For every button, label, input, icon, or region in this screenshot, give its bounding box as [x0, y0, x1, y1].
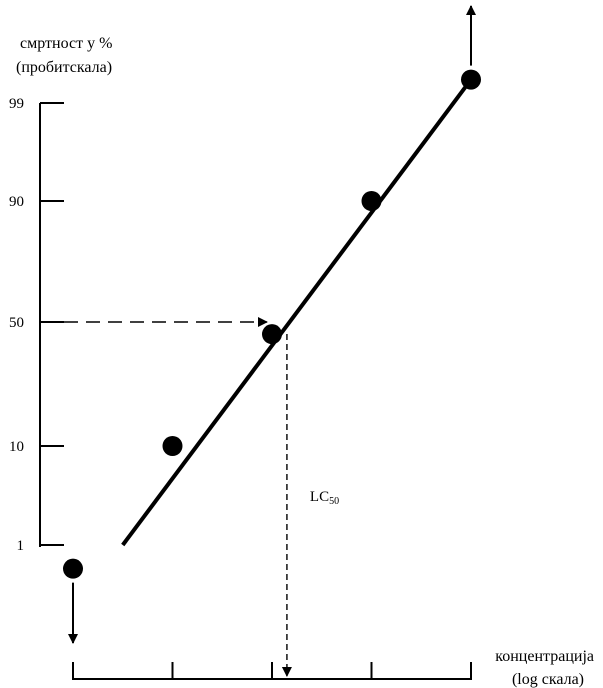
x-ticks	[72, 662, 472, 680]
lc50-label-subscript: 50	[329, 496, 339, 507]
data-point	[461, 69, 481, 90]
fit-line	[121, 78, 473, 547]
lc50-label-main: LC	[310, 489, 329, 505]
y-axis-label-line-2: (пробитскала)	[16, 59, 112, 76]
data-point	[262, 324, 282, 345]
y-tick-label: 1	[17, 538, 25, 554]
data-point	[361, 191, 382, 211]
data-point	[162, 436, 183, 456]
data-points	[63, 5, 481, 644]
y-tick-label: 99	[9, 96, 24, 112]
y-axis-label-line-1: смртност у %	[20, 35, 112, 52]
y-ticks: 99 90 50 10 1	[9, 96, 64, 554]
y-tick-label: 10	[9, 439, 24, 455]
x-axis-label-line-2: (log скала)	[512, 671, 584, 688]
lc50-label: LC50	[310, 489, 339, 507]
data-point	[63, 558, 83, 579]
x-axis-label-line-1: концентрација	[495, 648, 594, 665]
y-tick-label: 90	[9, 194, 24, 210]
y-tick-label: 50	[9, 315, 24, 331]
